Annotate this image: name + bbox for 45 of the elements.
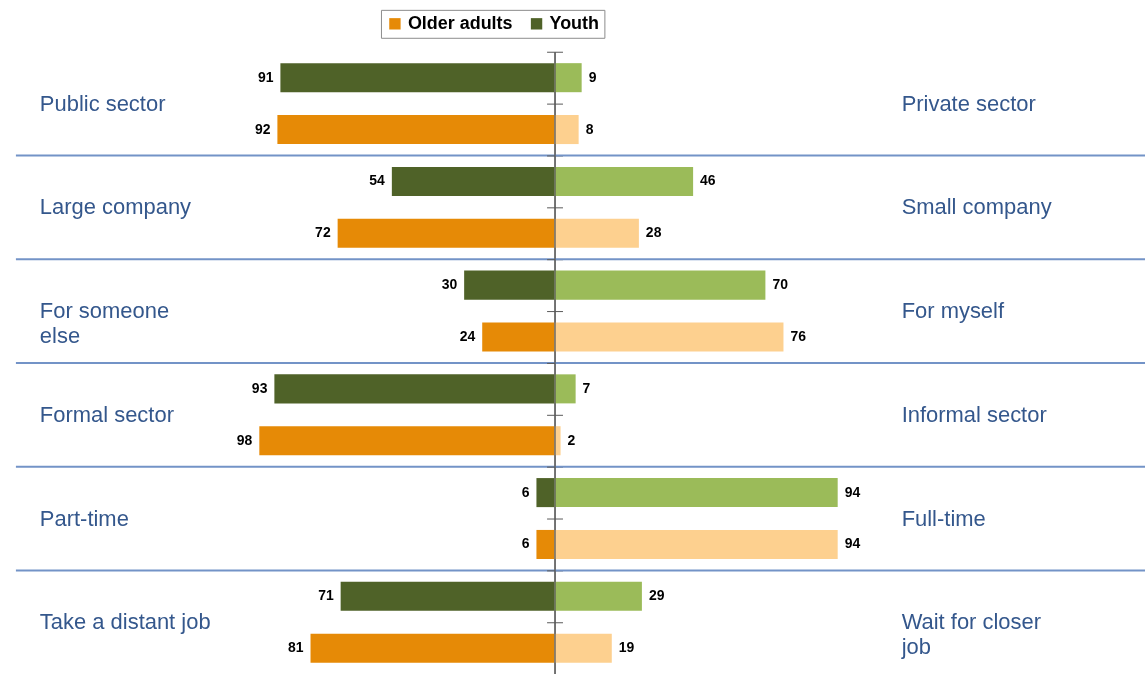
bar — [554, 63, 582, 93]
data-label: 71 — [318, 587, 334, 604]
y-tick-label: Part-time — [39, 505, 129, 531]
bar — [554, 374, 576, 404]
data-label: 46 — [700, 172, 716, 189]
data-label: 2 — [567, 431, 576, 448]
y-tick-label: Large company — [39, 194, 192, 220]
data-label: 92 — [254, 120, 271, 137]
y-tick-label: Wait for closer job — [900, 609, 1042, 660]
bar — [536, 529, 555, 559]
data-label: 24 — [459, 327, 476, 344]
data-label: 6 — [521, 535, 530, 552]
legend-label: Older adults — [407, 12, 513, 33]
data-label: 76 — [790, 327, 807, 344]
data-label: 19 — [618, 639, 635, 656]
data-label: 98 — [236, 431, 253, 448]
data-label: 7 — [582, 379, 591, 396]
data-label: 29 — [648, 587, 665, 604]
bar — [554, 115, 579, 145]
data-label: 72 — [315, 224, 331, 241]
data-label: 94 — [844, 535, 861, 552]
bar — [554, 633, 612, 663]
y-tick-label: Full-time — [901, 505, 986, 531]
bar — [482, 322, 555, 352]
data-label: 91 — [257, 68, 274, 85]
data-label: 70 — [772, 276, 789, 293]
y-tick-label: Formal sector — [39, 401, 174, 427]
data-label: 93 — [251, 379, 268, 396]
data-label: 30 — [441, 276, 458, 293]
bar — [536, 478, 555, 508]
y-tick-label: For myself — [901, 298, 1005, 324]
data-label: 81 — [288, 639, 304, 656]
y-tick-label: Informal sector — [901, 401, 1047, 427]
y-tick-label: Small company — [901, 194, 1052, 220]
data-label: 94 — [844, 483, 861, 500]
data-label: 28 — [645, 224, 662, 241]
data-label: 9 — [588, 68, 597, 85]
data-label: 54 — [369, 172, 386, 189]
data-label: 8 — [585, 120, 594, 137]
data-label: 6 — [521, 483, 530, 500]
y-tick-label: Take a distant job — [39, 609, 211, 635]
y-tick-label: For someone else — [39, 298, 170, 348]
legend-label: Youth — [549, 12, 600, 33]
y-tick-label: Private sector — [901, 90, 1036, 116]
y-tick-label: Public sector — [39, 90, 166, 116]
